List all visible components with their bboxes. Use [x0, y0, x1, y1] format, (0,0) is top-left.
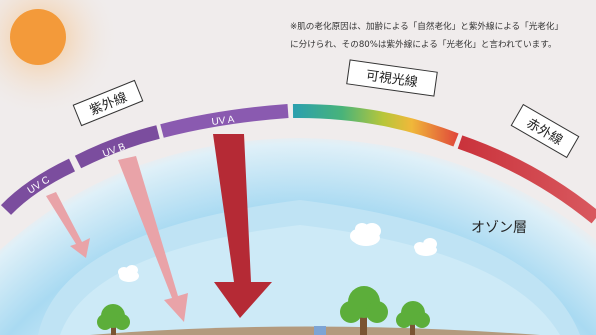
uvc-arrow	[46, 192, 90, 258]
tree-icon	[97, 304, 130, 335]
water-strip	[314, 326, 326, 335]
tree-icon	[396, 301, 430, 335]
uva-label: UV A	[211, 114, 235, 128]
sun-icon	[10, 9, 66, 65]
tree-icon	[340, 286, 388, 335]
note-text: ※肌の老化原因は、加齢による「自然老化」と紫外線による「光老化」 に分けられ、そ…	[290, 18, 590, 54]
visible-label-box: 可視光線	[346, 59, 438, 97]
cloud-icon	[118, 265, 139, 282]
note-line-2: に分けられ、その80%は紫外線による「光老化」と言われています。	[290, 40, 557, 50]
infrared-label-box: 赤外線	[510, 103, 580, 159]
visible-label: 可視光線	[365, 67, 419, 90]
visible-band	[292, 103, 459, 147]
infrared-band	[457, 135, 596, 224]
uva-arrow	[213, 134, 272, 318]
uvb-band	[74, 125, 160, 169]
uvb-arrow	[118, 156, 188, 322]
ozone-label: オゾン層	[471, 220, 527, 236]
cloud-icon	[350, 223, 381, 246]
cloud-icon	[414, 238, 437, 256]
note-line-1: ※肌の老化原因は、加齢による「自然老化」と紫外線による「光老化」	[290, 22, 564, 32]
uvc-band	[0, 158, 76, 215]
uva-band	[160, 104, 289, 138]
